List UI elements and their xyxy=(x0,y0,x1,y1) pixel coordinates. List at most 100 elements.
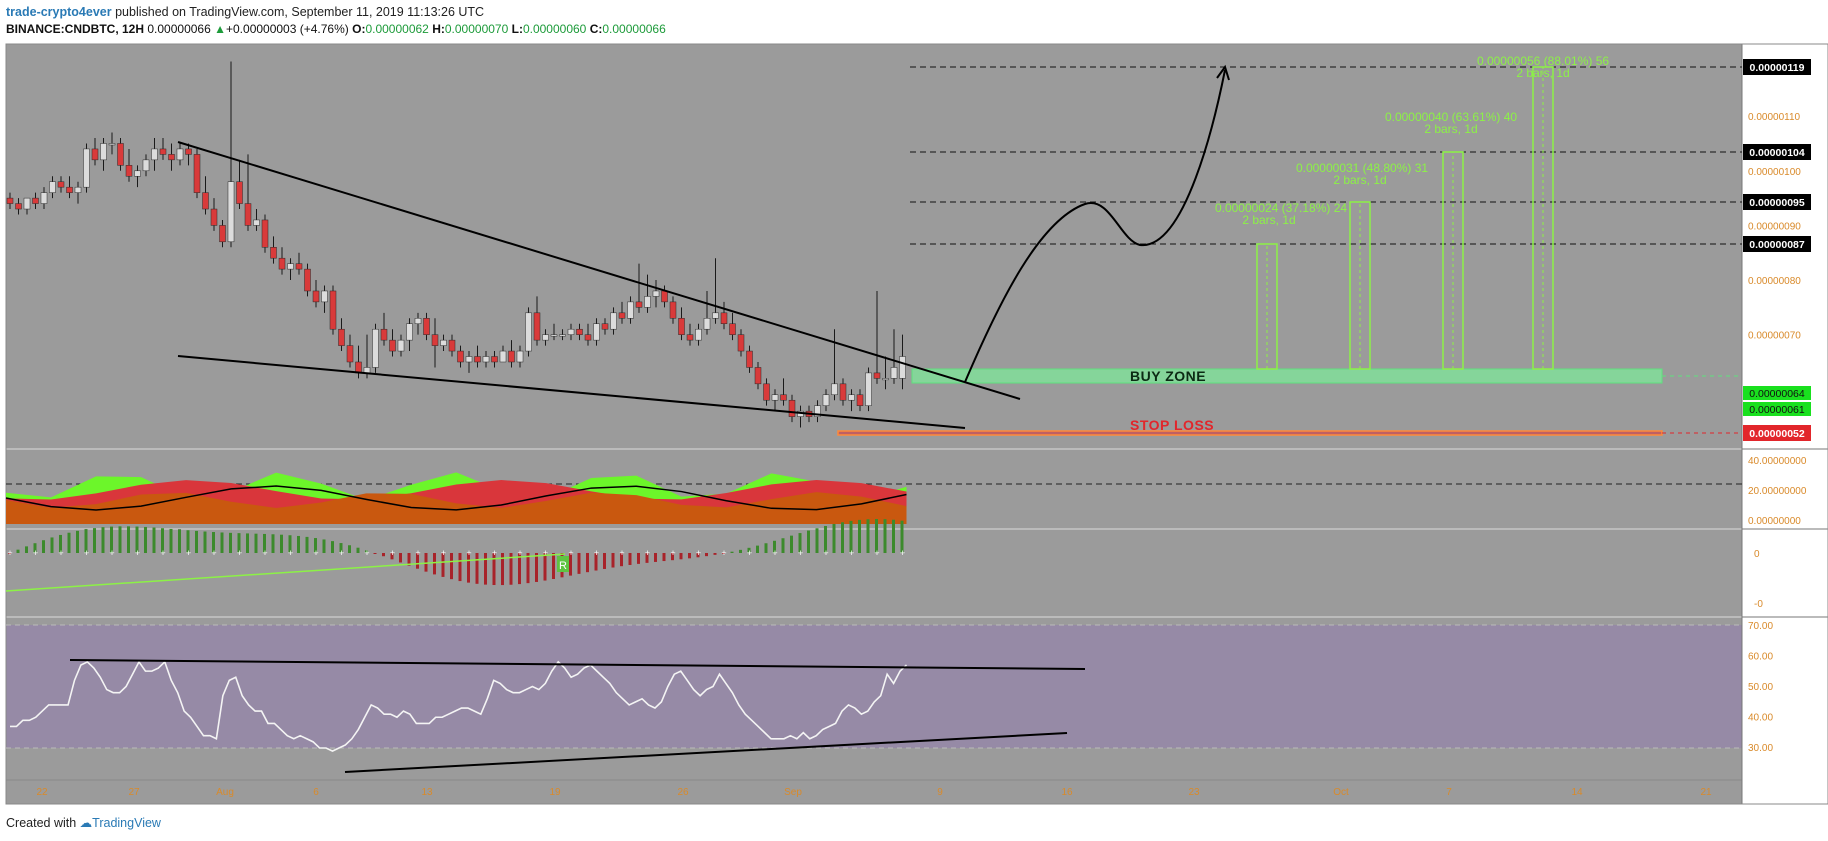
price-marker-label: 0.00000087 xyxy=(1749,239,1805,251)
candle-body xyxy=(389,339,396,352)
candle-body xyxy=(15,203,22,210)
momentum-bar xyxy=(637,553,640,564)
momentum-bar xyxy=(526,553,530,584)
candle-body xyxy=(644,296,651,308)
candle-body xyxy=(423,318,430,335)
candle-body xyxy=(312,290,320,303)
momentum-bar xyxy=(246,533,249,553)
momentum-bar xyxy=(815,528,819,553)
momentum-bar xyxy=(16,549,20,553)
momentum-tick-label: -0 xyxy=(1754,599,1763,610)
price-tick-label: 0.00000110 xyxy=(1748,112,1801,123)
rsi-support-trendline xyxy=(344,732,1068,773)
time-tick-label: 19 xyxy=(549,787,561,798)
momentum-bar xyxy=(84,529,88,553)
momentum-cross-icon: + xyxy=(186,548,191,558)
author-link[interactable]: trade-crypto4ever xyxy=(6,5,112,19)
candle-body xyxy=(890,367,898,379)
momentum-bar xyxy=(356,547,360,553)
candle-body xyxy=(533,312,541,341)
time-axis[interactable] xyxy=(6,780,1742,804)
candle-body xyxy=(729,323,736,335)
momentum-bar xyxy=(169,528,173,553)
time-tick-label: Aug xyxy=(216,787,234,798)
candle-body xyxy=(406,323,413,341)
momentum-cross-icon: + xyxy=(517,548,522,558)
stop-loss-zone[interactable] xyxy=(837,430,1663,436)
momentum-bar xyxy=(161,528,164,553)
momentum-bar xyxy=(679,553,683,560)
momentum-cross-icon: + xyxy=(798,548,803,558)
oscillator-areas xyxy=(5,472,907,524)
candle-body xyxy=(618,312,626,319)
momentum-cross-icon: + xyxy=(466,548,471,558)
change-arrow-icon: ▲ xyxy=(214,22,226,36)
candle-body xyxy=(584,334,592,341)
target-2-label: 0.00000031 (48.80%) 31 xyxy=(1296,161,1428,175)
price-tick-label: 0.00000070 xyxy=(1748,331,1801,342)
candle-body xyxy=(661,290,668,303)
momentum-cross-icon: + xyxy=(772,548,777,558)
momentum-bar xyxy=(263,533,266,553)
oscillator-orange-area xyxy=(6,492,907,524)
close-label: C: xyxy=(589,22,603,36)
time-tick-label: 27 xyxy=(128,787,140,798)
momentum-bar xyxy=(807,530,810,553)
momentum-cross-icon: + xyxy=(594,548,599,558)
momentum-bar xyxy=(314,538,317,553)
candle-body xyxy=(627,301,634,319)
momentum-bar xyxy=(50,537,54,553)
time-tick-label: 26 xyxy=(677,787,689,798)
candle-body xyxy=(474,356,481,363)
time-tick-label: 7 xyxy=(1446,787,1452,798)
price-marker-box xyxy=(1743,425,1811,441)
buy-zone[interactable] xyxy=(911,368,1663,384)
candle-body xyxy=(635,301,643,308)
candle-body xyxy=(754,367,762,385)
momentum-bar xyxy=(25,546,28,553)
candle-body xyxy=(737,334,745,352)
momentum-cross-icon: + xyxy=(313,548,318,558)
price-marker-label: 0.00000095 xyxy=(1749,197,1805,209)
r-marker-label: R xyxy=(559,560,567,572)
candle-body xyxy=(576,328,583,335)
momentum-cross-icon: + xyxy=(109,548,114,558)
tradingview-link[interactable]: TradingView xyxy=(92,816,161,830)
candle-body xyxy=(873,372,881,379)
momentum-bar xyxy=(93,528,96,553)
candle-body xyxy=(695,328,702,341)
oscillator-signal-line xyxy=(5,485,907,511)
panel-dividers xyxy=(5,43,1828,805)
target-4-label: 0.00000056 (88.01%) 56 xyxy=(1477,54,1609,68)
momentum-bar xyxy=(322,539,326,553)
candle-body xyxy=(508,350,515,363)
momentum-bar xyxy=(33,543,37,553)
momentum-bar xyxy=(509,553,513,585)
candle-body xyxy=(499,350,507,363)
price-marker-label: 0.00000104 xyxy=(1749,147,1805,159)
momentum-cross-icon: + xyxy=(900,548,905,558)
momentum-bar xyxy=(118,526,122,553)
published-text: published on TradingView.com, September … xyxy=(115,5,485,19)
momentum-panel[interactable] xyxy=(6,530,1742,616)
momentum-bar xyxy=(569,553,572,576)
momentum-bar xyxy=(492,553,496,586)
candle-body xyxy=(882,378,889,381)
candle-body xyxy=(780,394,787,401)
momentum-bar xyxy=(220,532,224,553)
candle-body xyxy=(516,350,524,363)
momentum-bar xyxy=(577,553,581,574)
momentum-bar xyxy=(127,526,130,553)
r-marker xyxy=(557,556,569,572)
momentum-cross-icon: + xyxy=(568,548,573,558)
price-axis[interactable]: 0.00000110 0.00000100 0.00000090 0.00000080… xyxy=(1748,112,1801,342)
oscillator-tick-label: 0.00000000 xyxy=(1748,516,1801,527)
momentum-bar xyxy=(339,543,343,553)
time-tick-label: Sep xyxy=(784,787,802,798)
momentum-bar xyxy=(424,553,428,572)
candle-body xyxy=(856,394,864,406)
candle-body xyxy=(814,405,821,417)
momentum-cross-icon: + xyxy=(211,548,216,558)
candle-body xyxy=(746,350,753,368)
